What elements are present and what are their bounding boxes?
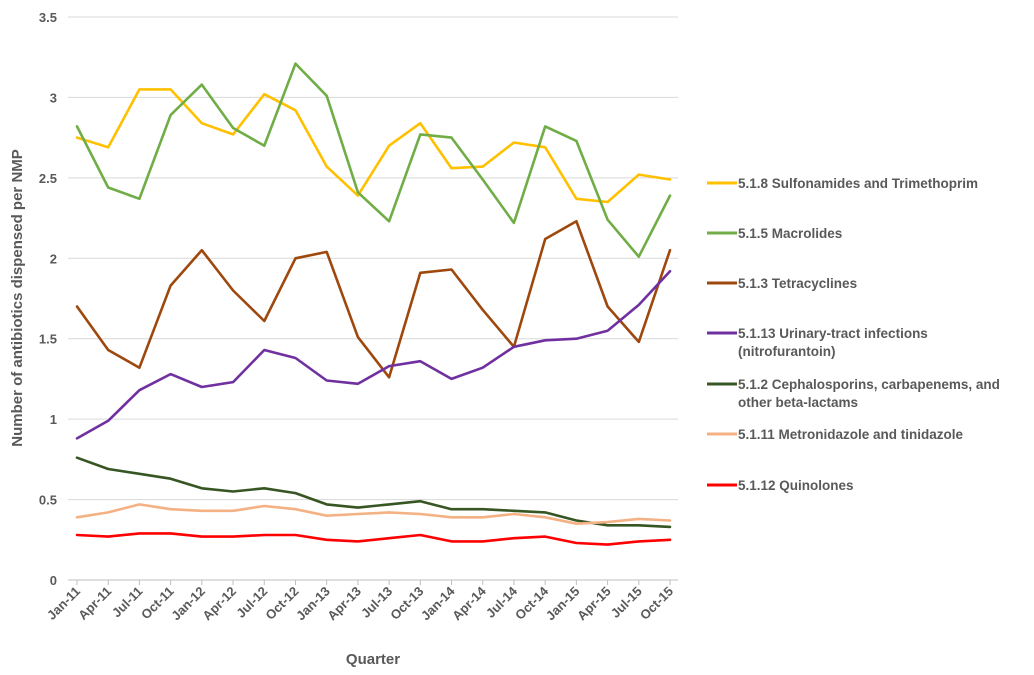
x-tick-label: Oct-13 [387,584,426,623]
axes: 00.511.522.533.5Jan-11Apr-11Jul-11Oct-11… [39,10,678,623]
x-tick-label: Apr-15 [574,584,614,624]
x-tick-label: Apr-12 [199,584,239,624]
y-tick-label: 2.5 [39,171,57,186]
y-axis-title: Number of antibiotics dispensed per NMP [9,149,26,447]
y-tick-label: 1 [50,412,57,427]
x-tick-label: Oct-15 [637,584,676,623]
y-tick-label: 3.5 [39,10,57,25]
gridlines [68,16,678,501]
legend-label: 5.1.13 Urinary-tract infections (nitrofur… [738,326,928,359]
x-tick-label: Jan-11 [44,584,83,623]
legend: 5.1.8 Sulfonamides and Trimethoprim 5.1.5… [707,176,1000,493]
series-line [75,220,672,379]
legend-label: 5.1.2 Cephalosporins, carbapenems, and ot… [738,377,1000,410]
series-line [75,62,672,259]
x-tick-label: Jan-14 [418,583,458,623]
x-tick-label: Apr-14 [449,583,489,623]
x-tick-label: Oct-12 [262,584,301,623]
legend-label: 5.1.8 Sulfonamides and Trimethoprim [738,176,978,191]
legend-label: 5.1.12 Quinolones [738,478,854,493]
y-tick-label: 3 [50,90,57,105]
x-tick-label: Apr-13 [324,584,364,624]
y-tick-label: 0 [50,573,57,588]
series-line [75,88,672,204]
y-tick-label: 2 [50,251,57,266]
x-tick-label: Jan-15 [543,584,583,624]
series-line [75,269,672,440]
x-tick-label: Jan-12 [168,584,208,624]
x-tick-label: Apr-11 [75,584,114,623]
x-tick-label: Jan-13 [293,584,333,624]
y-tick-label: 0.5 [39,493,57,508]
series-line [75,532,672,546]
x-axis-title: Quarter [346,651,400,668]
legend-label: 5.1.5 Macrolides [738,226,842,241]
y-tick-label: 1.5 [39,332,57,347]
series-line [75,456,672,529]
series-lines [75,62,672,546]
legend-label: 5.1.11 Metronidazole and tinidazole [738,427,964,442]
series-line [75,503,672,526]
legend-label: 5.1.3 Tetracyclines [738,276,857,291]
